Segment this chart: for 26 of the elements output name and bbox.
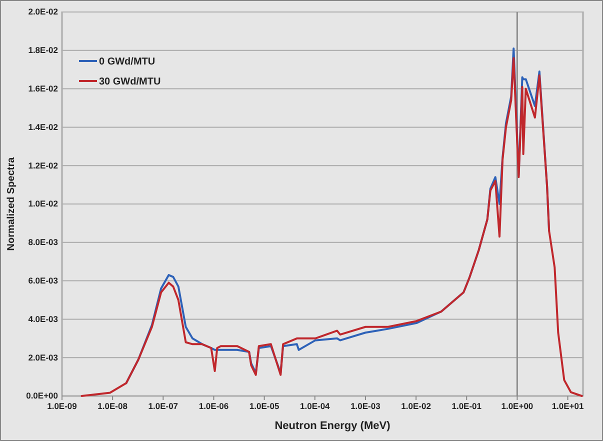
y-tick-label: 2.0E-02	[28, 6, 58, 17]
y-tick-label: 4.0E-03	[28, 314, 58, 324]
y-tick-label: 6.0E-03	[28, 276, 58, 286]
y-tick-label: 1.6E-02	[28, 84, 58, 94]
x-tick-label: 1.0E+01	[552, 401, 584, 412]
y-tick-label: 8.0E-03	[28, 237, 58, 248]
x-tick-label: 1.0E-02	[401, 401, 432, 412]
y-axis-title: Normalized Spectra	[6, 156, 17, 251]
x-axis-title: Neutron Energy (MeV)	[274, 420, 391, 432]
x-tick-label: 1.0E-04	[300, 401, 330, 412]
y-tick-label: 1.2E-02	[28, 160, 58, 170]
x-tick-label: 1.0E-08	[98, 401, 128, 412]
x-tick-label: 1.0E-03	[350, 401, 381, 412]
y-tick-label: 2.0E-03	[28, 352, 58, 362]
legend-label: 30 GWd/MTU	[99, 76, 161, 88]
x-tick-label: 1.0E-01	[452, 401, 482, 412]
x-tick-label: 1.0E-06	[198, 401, 229, 412]
x-tick-label: 1.0E-07	[148, 401, 178, 412]
y-tick-label: 0.0E+00	[26, 390, 58, 401]
x-tick-label: 1.0E-05	[249, 401, 280, 412]
x-tick-label: 1.0E+00	[501, 401, 534, 412]
y-tick-label: 1.8E-02	[28, 45, 58, 56]
legend-label: 0 GWd/MTU	[99, 56, 156, 68]
y-tick-label: 1.4E-02	[28, 122, 58, 132]
y-tick-label: 1.0E-02	[28, 198, 58, 209]
x-tick-label: 1.0E-09	[47, 401, 78, 412]
